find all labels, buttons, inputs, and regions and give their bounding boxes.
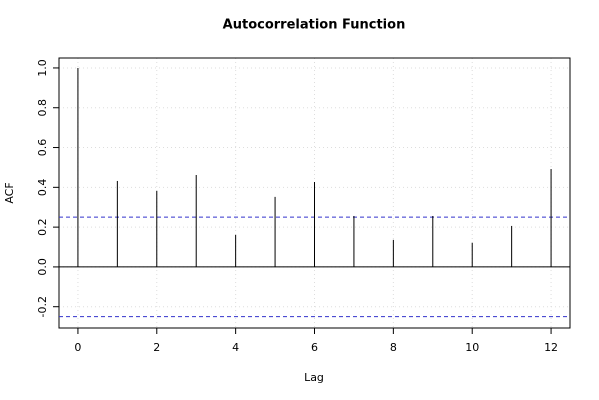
y-tick-label: 0.0 — [36, 258, 49, 276]
y-tick-label: 0.6 — [36, 139, 49, 157]
x-tick-label: 0 — [74, 341, 81, 354]
x-tick-label: 4 — [232, 341, 239, 354]
x-axis-label: Lag — [304, 371, 324, 384]
y-tick-label: 0.8 — [36, 99, 49, 117]
x-tick-label: 10 — [465, 341, 479, 354]
x-tick-label: 8 — [390, 341, 397, 354]
plot-frame — [58, 57, 571, 329]
x-tick-label: 2 — [153, 341, 160, 354]
y-tick-label: 0.4 — [36, 179, 49, 197]
y-tick-label: 1.0 — [36, 59, 49, 77]
y-axis-label: ACF — [3, 182, 16, 203]
x-tick-label: 12 — [544, 341, 558, 354]
x-tick-label: 6 — [311, 341, 318, 354]
chart-title: Autocorrelation Function — [223, 18, 406, 33]
y-tick-label: -0.2 — [36, 296, 49, 317]
y-tick-label: 0.2 — [36, 218, 49, 236]
